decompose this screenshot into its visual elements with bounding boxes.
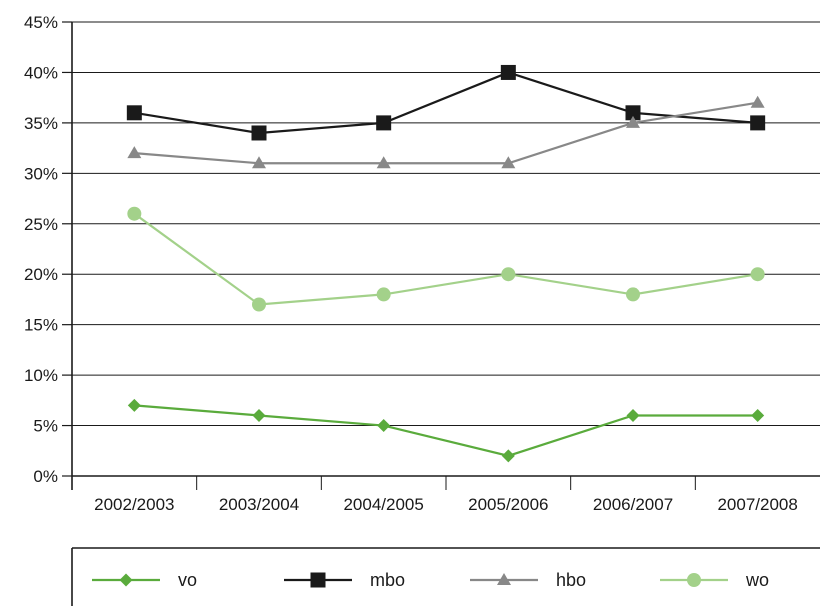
y-tick-label: 45% bbox=[24, 13, 58, 32]
data-point-hbo bbox=[252, 156, 266, 169]
x-axis-tick-labels: 2002/2003 2003/2004 2004/2005 2005/2006 2006… bbox=[94, 495, 798, 514]
data-point-vo bbox=[127, 398, 141, 412]
y-tick-label: 10% bbox=[24, 366, 58, 385]
data-point-mbo bbox=[251, 125, 267, 141]
legend-marker-hbo bbox=[497, 573, 511, 585]
data-point-vo bbox=[501, 449, 515, 463]
legend-marker-mbo bbox=[310, 572, 326, 588]
axes bbox=[62, 21, 820, 490]
data-point-wo bbox=[127, 206, 142, 221]
y-axis-tick-labels: 0% 5% 10% 15% 20% 25% 30% 35% 40% 45% bbox=[24, 13, 58, 486]
data-point-wo bbox=[252, 297, 266, 312]
gridlines bbox=[72, 21, 820, 427]
legend-label-mbo: mbo bbox=[370, 570, 405, 590]
x-tick-label: 2002/2003 bbox=[94, 495, 174, 514]
y-tick-label: 40% bbox=[24, 63, 58, 82]
data-point-wo bbox=[376, 287, 391, 302]
series-line-hbo bbox=[134, 101, 758, 165]
data-point-wo bbox=[501, 267, 516, 282]
data-point-vo bbox=[377, 419, 391, 433]
series-markers bbox=[126, 64, 766, 463]
legend-label-hbo: hbo bbox=[556, 570, 586, 590]
y-tick-label: 5% bbox=[33, 417, 58, 436]
x-tick-label: 2007/2008 bbox=[717, 495, 797, 514]
data-point-vo bbox=[252, 408, 266, 422]
x-tick-label: 2005/2006 bbox=[468, 495, 548, 514]
data-point-hbo bbox=[750, 95, 765, 108]
data-point-hbo bbox=[501, 156, 516, 169]
data-point-wo bbox=[750, 267, 765, 282]
x-tick-label: 2004/2005 bbox=[343, 495, 423, 514]
series-line-vo bbox=[134, 404, 758, 457]
y-tick-label: 0% bbox=[33, 467, 58, 486]
y-tick-label: 25% bbox=[24, 215, 58, 234]
y-tick-label: 15% bbox=[24, 316, 58, 335]
y-tick-label: 35% bbox=[24, 114, 58, 133]
data-point-vo bbox=[626, 408, 640, 422]
legend-marker-vo bbox=[119, 573, 133, 587]
data-point-mbo bbox=[500, 64, 516, 80]
series-line-wo bbox=[133, 212, 758, 306]
data-point-mbo bbox=[126, 105, 142, 121]
data-point-hbo bbox=[626, 115, 640, 128]
legend-label-wo: wo bbox=[745, 570, 769, 590]
data-point-mbo bbox=[750, 115, 766, 131]
data-point-mbo bbox=[376, 115, 392, 131]
data-point-hbo bbox=[376, 156, 391, 169]
data-point-hbo bbox=[127, 146, 142, 159]
series-line-mbo bbox=[134, 71, 758, 135]
y-tick-label: 20% bbox=[24, 265, 58, 284]
legend-label-vo: vo bbox=[178, 570, 197, 590]
data-point-vo bbox=[751, 408, 765, 422]
data-point-wo bbox=[626, 287, 640, 302]
data-point-mbo bbox=[625, 105, 641, 121]
series-lines bbox=[133, 71, 758, 457]
x-tick-label: 2003/2004 bbox=[219, 495, 299, 514]
y-tick-label: 30% bbox=[24, 164, 58, 183]
legend: vo mbo hbo wo bbox=[71, 547, 820, 606]
legend-marker-wo bbox=[687, 573, 701, 587]
x-tick-label: 2006/2007 bbox=[593, 495, 673, 514]
